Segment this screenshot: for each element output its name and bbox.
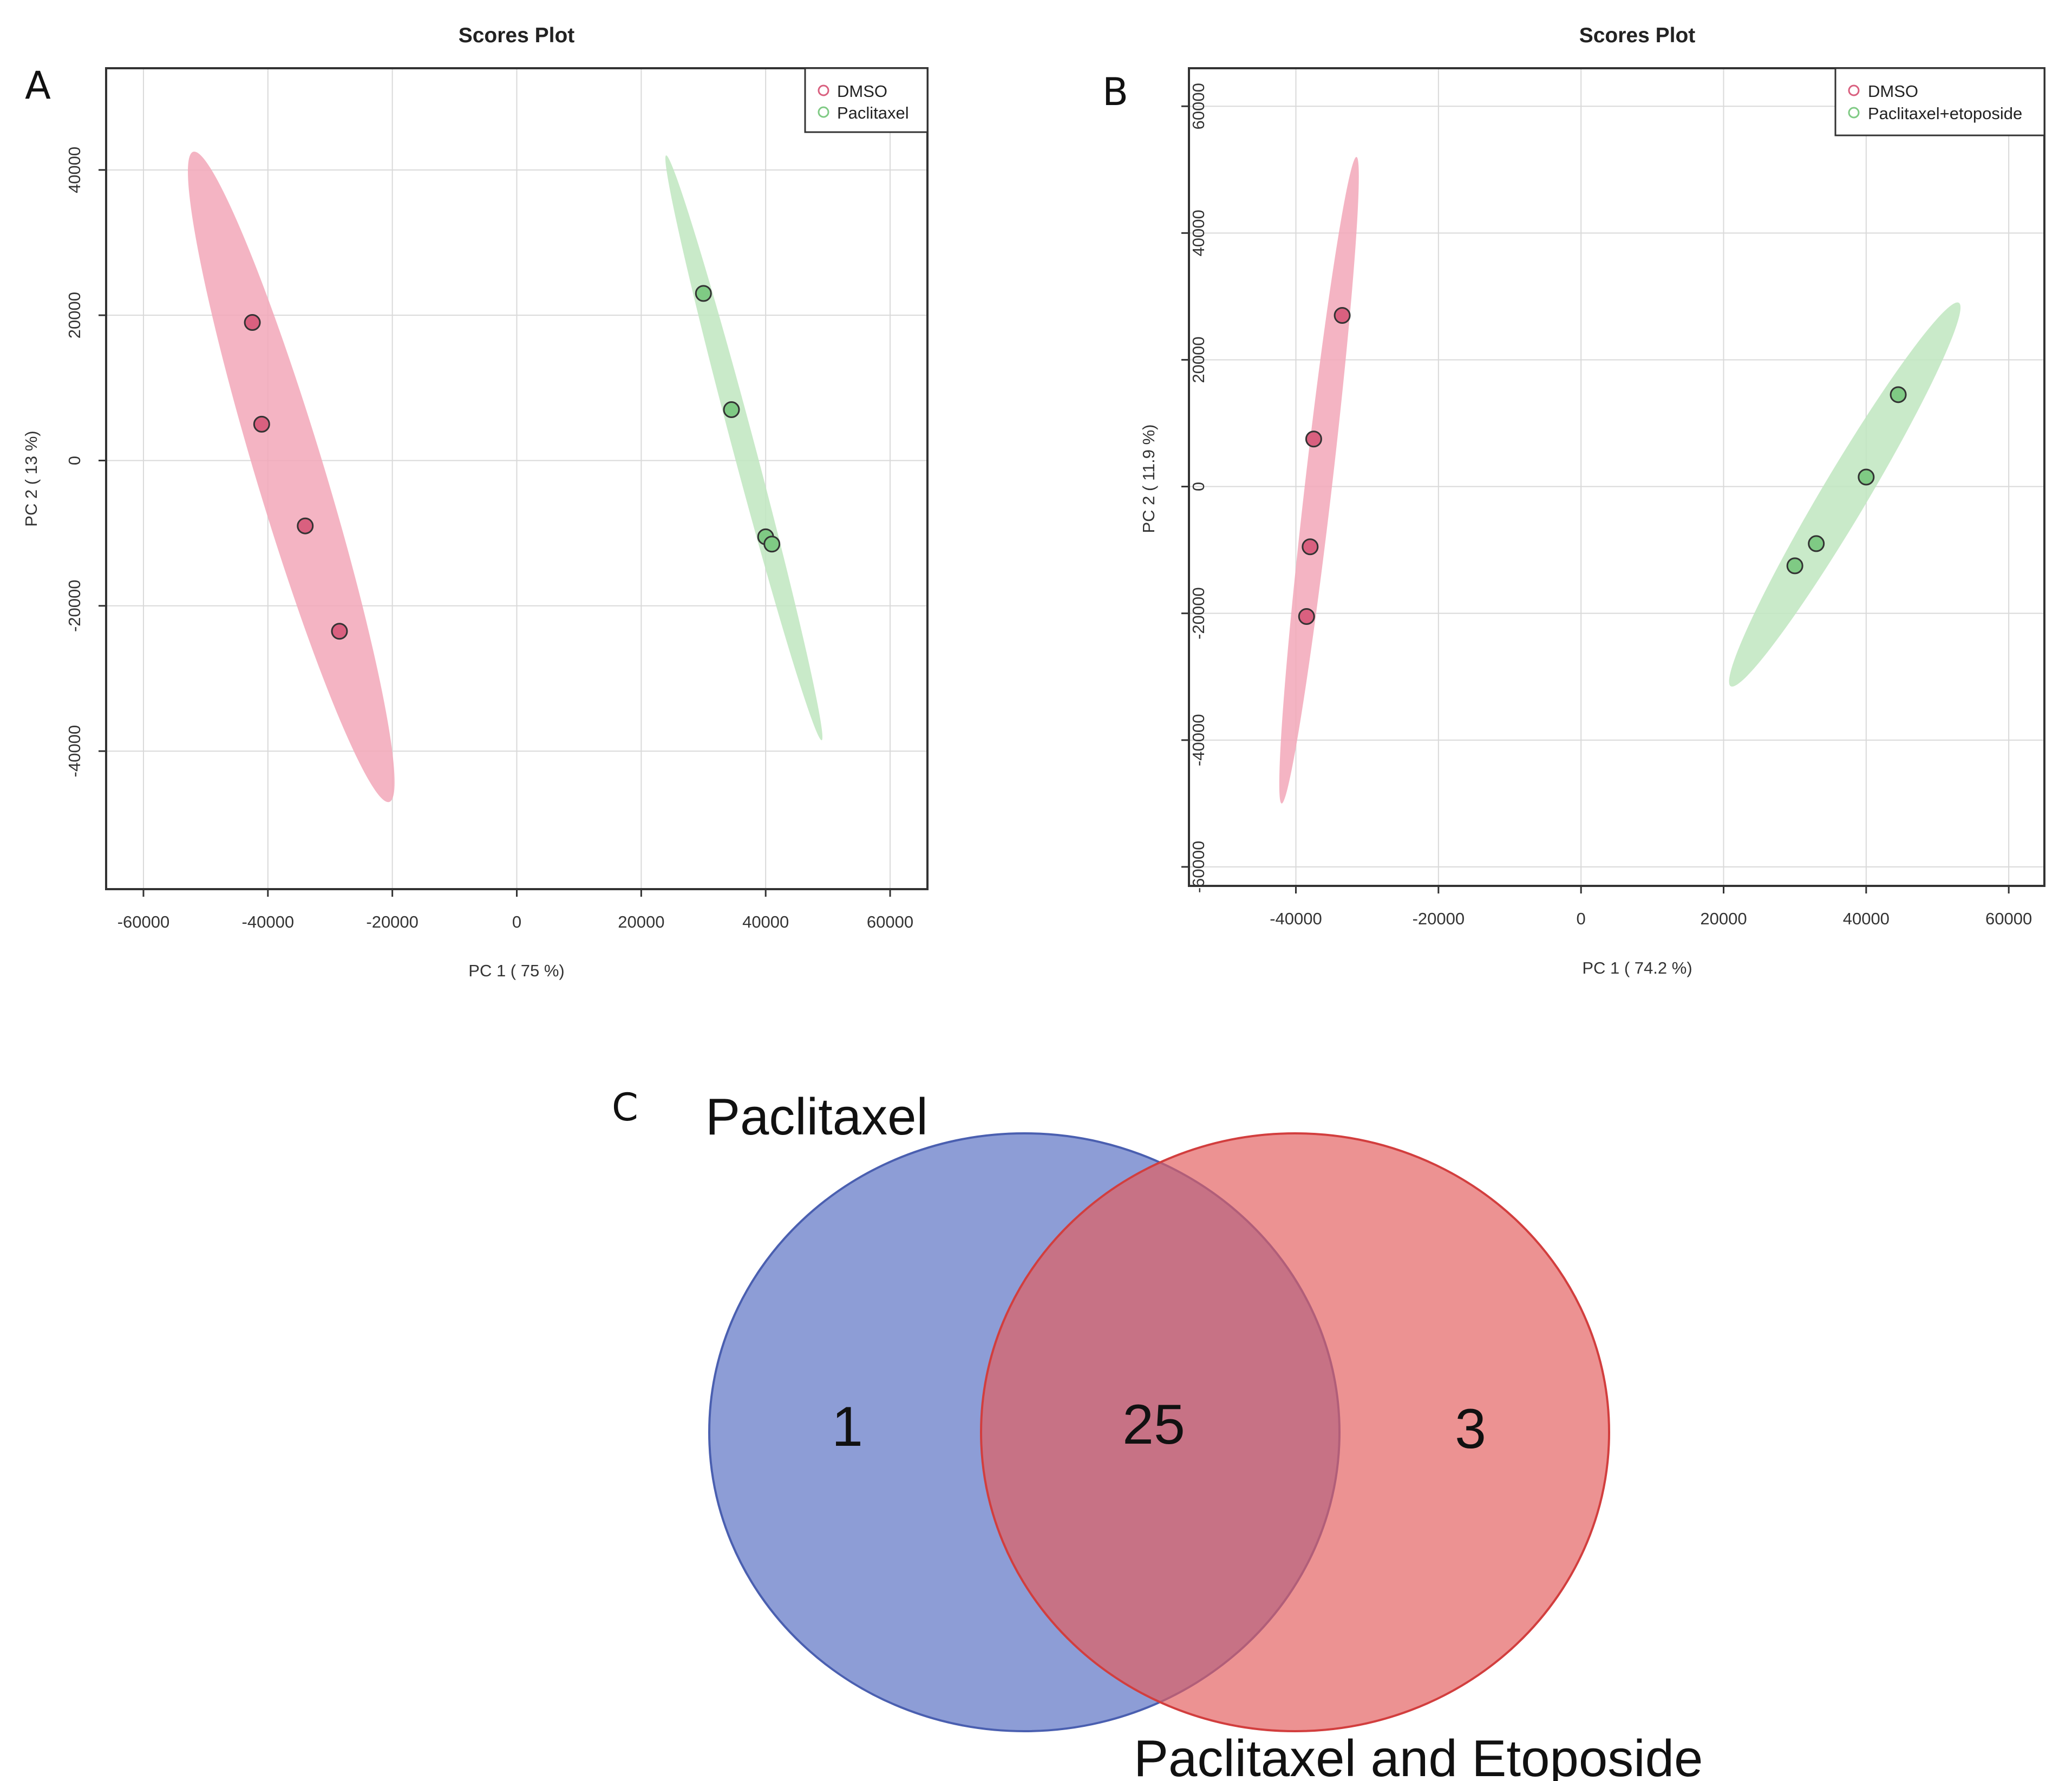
plot-a-point-treatment <box>695 285 712 302</box>
plot-b-y-tick-label: 20000 <box>1189 336 1208 383</box>
plot-a-point-dmso <box>331 623 348 640</box>
plot-a-y-axis-label: PC 2 ( 13 %) <box>22 430 41 526</box>
venn-label-paclitaxel-etoposide: Paclitaxel and Etoposide <box>1134 1730 1703 1781</box>
plot-a-legend-dmso-marker <box>818 84 829 96</box>
plot-b-x-tick-label: -40000 <box>1270 909 1322 928</box>
plot-b-point-dmso <box>1302 538 1319 556</box>
venn-count-paclitaxel-only: 1 <box>832 1395 863 1458</box>
plot-a-y-tick-label: 20000 <box>65 292 84 338</box>
scores-plot-a: A Scores Plot -60000 -40000 -20000 0 20000 40… <box>22 24 929 980</box>
plot-b-x-tick-label: 20000 <box>1700 909 1747 928</box>
panel-label-c: C <box>612 1085 638 1130</box>
plot-b-point-treatment <box>1858 468 1875 486</box>
plot-b-points <box>1298 307 1907 625</box>
scores-plot-b: B Scores Plot -40000 -20000 0 20000 40000 600… <box>1102 24 2045 977</box>
plot-b-legend-box <box>1834 67 2045 136</box>
venn-diagram-c: C Paclitaxel Paclitaxel and Etoposide 1 … <box>612 1085 1703 1781</box>
plot-a-legend-box <box>804 67 929 133</box>
plot-b-x-tick-label: -20000 <box>1413 909 1465 928</box>
plot-a-point-treatment <box>763 536 781 553</box>
plot-a-y-ticks: -40000 -20000 0 20000 40000 <box>65 147 106 778</box>
venn-count-combo-only: 3 <box>1455 1398 1486 1460</box>
plot-b-y-tick-label: 40000 <box>1189 210 1208 256</box>
plot-b-point-treatment <box>1890 386 1907 403</box>
plot-a-x-tick-label: 20000 <box>618 912 664 931</box>
plot-a-y-tick-label: 40000 <box>65 147 84 193</box>
plot-b-legend-dmso-label: DMSO <box>1868 82 1918 101</box>
plot-b-x-axis-label: PC 1 ( 74.2 %) <box>1582 958 1692 977</box>
plot-b-legend-dmso-marker <box>1848 84 1860 96</box>
plot-a-point-dmso <box>297 517 314 534</box>
plot-a-legend-dmso-label: DMSO <box>837 82 887 101</box>
plot-b-point-dmso <box>1298 608 1315 625</box>
plot-b-x-ticks: -40000 -20000 0 20000 40000 60000 <box>1270 886 2032 928</box>
plot-b-title: Scores Plot <box>1579 24 1696 47</box>
plot-b-point-dmso <box>1305 430 1322 448</box>
plot-a-x-tick-label: 40000 <box>742 912 789 931</box>
plot-b-legend: DMSO Paclitaxel+etoposide <box>1834 67 2045 136</box>
plot-b-x-tick-label: 60000 <box>1985 909 2032 928</box>
plot-b-legend-combo-marker <box>1848 107 1860 119</box>
plot-a-legend: DMSO Paclitaxel <box>804 67 929 133</box>
plot-a-x-ticks: -60000 -40000 -20000 0 20000 40000 60000 <box>117 889 913 931</box>
plot-a-x-tick-label: -40000 <box>242 912 295 931</box>
plot-a-y-tick-label: 0 <box>65 456 84 465</box>
venn-count-intersection: 25 <box>1122 1393 1185 1456</box>
plot-b-y-tick-label: -40000 <box>1189 714 1208 767</box>
panel-label-b: B <box>1102 70 1128 114</box>
plot-a-points <box>244 285 781 640</box>
plot-a-x-tick-label: 60000 <box>867 912 913 931</box>
plot-a-x-tick-label: 0 <box>512 912 521 931</box>
plot-a-point-dmso <box>244 314 261 331</box>
plot-b-y-tick-label: -60000 <box>1189 841 1208 893</box>
plot-a-title: Scores Plot <box>459 24 575 47</box>
plot-b-legend-combo-label: Paclitaxel+etoposide <box>1868 104 2022 123</box>
panel-label-a: A <box>25 63 51 108</box>
plot-b-frame <box>1188 67 2045 887</box>
plot-b-y-tick-label: 60000 <box>1189 83 1208 129</box>
plot-a-legend-paclitaxel-label: Paclitaxel <box>837 103 909 122</box>
plot-b-y-ticks: -60000 -40000 -20000 0 20000 40000 60000 <box>1181 83 1208 893</box>
plot-a-gridlines <box>106 68 927 889</box>
plot-a-y-tick-label: -40000 <box>65 725 84 778</box>
venn-set-paclitaxel-etoposide <box>980 1132 1610 1732</box>
plot-a-x-tick-label: -20000 <box>366 912 419 931</box>
plot-a-point-treatment <box>723 401 740 419</box>
plot-b-point-treatment <box>1786 557 1803 575</box>
plot-b-y-tick-label: 0 <box>1189 482 1208 491</box>
plot-a-legend-paclitaxel-marker <box>818 106 829 118</box>
plot-b-x-tick-label: 40000 <box>1843 909 1890 928</box>
plot-b-x-tick-label: 0 <box>1577 909 1586 928</box>
plot-a-y-tick-label: -20000 <box>65 580 84 632</box>
plot-a-x-axis-label: PC 1 ( 75 %) <box>468 961 564 980</box>
plot-b-point-treatment <box>1808 535 1825 552</box>
plot-b-y-tick-label: -20000 <box>1189 587 1208 640</box>
plot-b-y-axis-label: PC 2 ( 11.9 %) <box>1139 424 1158 533</box>
plot-b-point-dmso <box>1334 307 1351 324</box>
plot-a-ellipse-dmso <box>188 152 395 803</box>
plot-a-point-dmso <box>253 415 270 433</box>
venn-label-paclitaxel: Paclitaxel <box>705 1088 928 1146</box>
plot-a-x-tick-label: -60000 <box>117 912 170 931</box>
